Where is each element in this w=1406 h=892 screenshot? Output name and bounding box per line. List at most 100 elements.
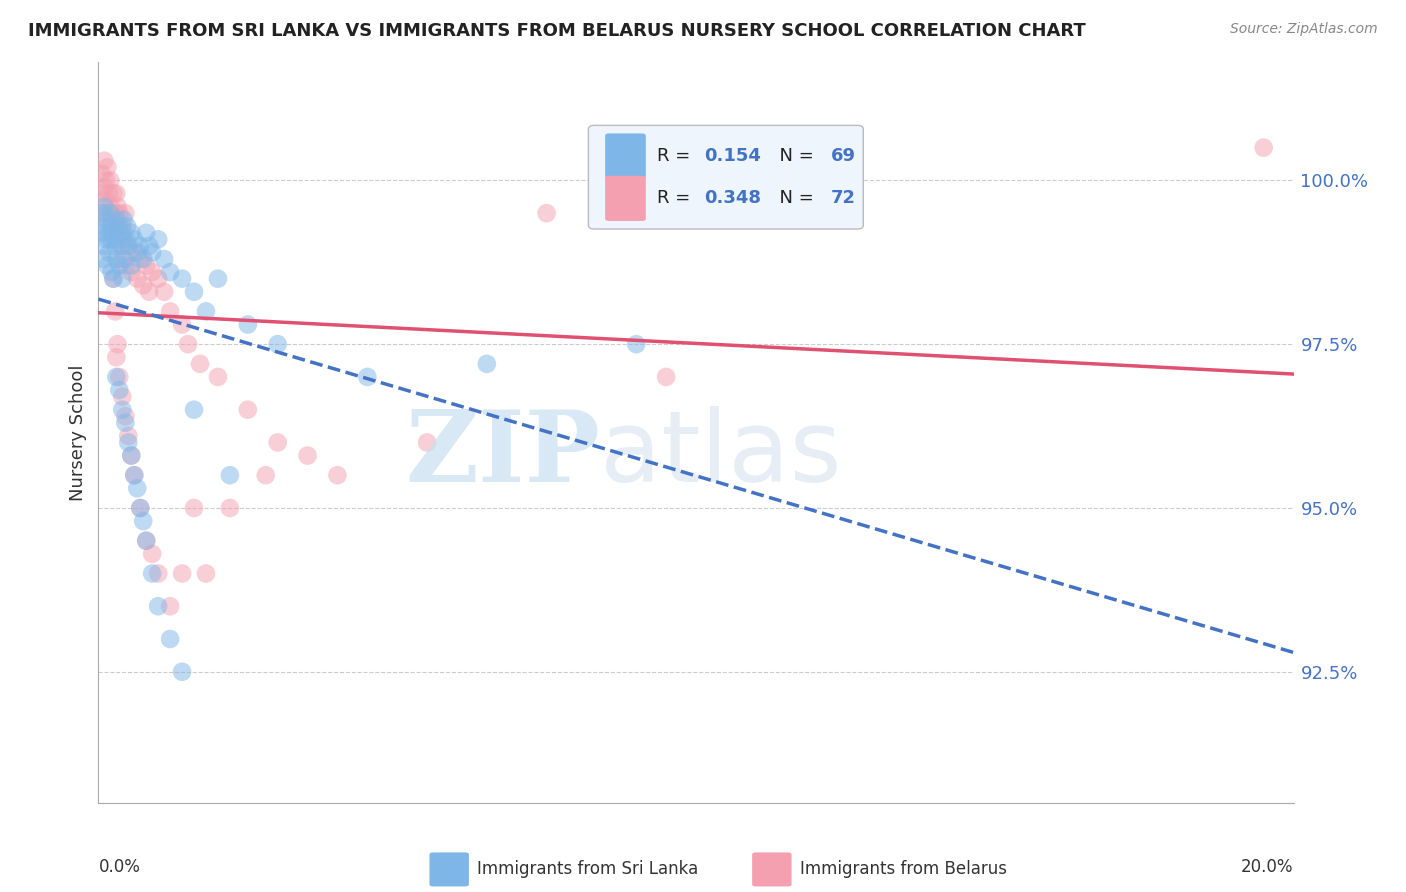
Point bbox=[97, 226, 120, 240]
Point bbox=[124, 468, 146, 483]
Point bbox=[111, 252, 134, 266]
Text: R =: R = bbox=[657, 189, 696, 207]
Point bbox=[141, 265, 163, 279]
Point bbox=[104, 239, 127, 253]
Point bbox=[107, 337, 129, 351]
Point bbox=[108, 383, 131, 397]
Point bbox=[267, 435, 290, 450]
Point bbox=[98, 232, 122, 246]
Point bbox=[96, 259, 118, 273]
Point bbox=[111, 219, 134, 234]
Point bbox=[183, 500, 205, 515]
Point bbox=[90, 226, 112, 240]
Point bbox=[172, 271, 194, 285]
Point bbox=[105, 219, 128, 234]
Point bbox=[153, 285, 176, 299]
Text: N =: N = bbox=[768, 189, 820, 207]
Point bbox=[132, 514, 155, 528]
Point bbox=[236, 318, 259, 332]
FancyBboxPatch shape bbox=[605, 134, 645, 178]
Point bbox=[105, 252, 128, 266]
Text: Source: ZipAtlas.com: Source: ZipAtlas.com bbox=[1230, 22, 1378, 37]
Text: 0.154: 0.154 bbox=[704, 147, 761, 165]
Point bbox=[120, 226, 142, 240]
Text: R =: R = bbox=[657, 147, 696, 165]
Point bbox=[416, 435, 439, 450]
Point bbox=[183, 285, 205, 299]
Point bbox=[108, 226, 131, 240]
Point bbox=[219, 468, 242, 483]
Point bbox=[148, 271, 170, 285]
Text: 0.0%: 0.0% bbox=[98, 858, 141, 876]
Point bbox=[110, 226, 132, 240]
Point bbox=[103, 226, 125, 240]
Point bbox=[96, 206, 118, 220]
Point bbox=[135, 533, 157, 548]
Text: Immigrants from Belarus: Immigrants from Belarus bbox=[800, 861, 1007, 879]
Point bbox=[135, 226, 157, 240]
Point bbox=[655, 370, 678, 384]
Point bbox=[114, 259, 136, 273]
Point bbox=[104, 206, 127, 220]
Point bbox=[159, 265, 181, 279]
Point bbox=[297, 449, 319, 463]
Point bbox=[98, 200, 122, 214]
Point bbox=[98, 173, 122, 187]
Point bbox=[112, 226, 135, 240]
Point bbox=[148, 232, 170, 246]
Point bbox=[117, 429, 139, 443]
Point bbox=[108, 219, 131, 234]
Text: 0.348: 0.348 bbox=[704, 189, 761, 207]
Point bbox=[91, 206, 114, 220]
FancyBboxPatch shape bbox=[605, 176, 645, 221]
Point bbox=[172, 318, 194, 332]
Point bbox=[188, 357, 211, 371]
Point bbox=[112, 212, 135, 227]
Text: 20.0%: 20.0% bbox=[1241, 858, 1294, 876]
Point bbox=[254, 468, 277, 483]
Point bbox=[172, 566, 194, 581]
Point bbox=[326, 468, 349, 483]
Point bbox=[91, 252, 114, 266]
Point bbox=[111, 239, 134, 253]
Point bbox=[108, 206, 131, 220]
Point bbox=[129, 500, 152, 515]
Point bbox=[93, 153, 115, 168]
Point bbox=[117, 239, 139, 253]
Point bbox=[159, 599, 181, 614]
Point bbox=[129, 500, 152, 515]
Point bbox=[120, 449, 142, 463]
Point bbox=[148, 599, 170, 614]
Point bbox=[98, 245, 121, 260]
Point bbox=[96, 212, 118, 227]
Point bbox=[98, 206, 122, 220]
Point bbox=[159, 304, 181, 318]
Point bbox=[105, 212, 128, 227]
Text: 72: 72 bbox=[831, 189, 856, 207]
Point bbox=[138, 285, 160, 299]
Point bbox=[114, 416, 136, 430]
Point bbox=[103, 226, 125, 240]
Point bbox=[96, 173, 118, 187]
Point bbox=[475, 357, 498, 371]
Point bbox=[207, 370, 229, 384]
Point bbox=[177, 337, 200, 351]
Point bbox=[120, 265, 142, 279]
FancyBboxPatch shape bbox=[752, 853, 792, 887]
Point bbox=[108, 259, 131, 273]
FancyBboxPatch shape bbox=[589, 126, 863, 229]
Point bbox=[120, 259, 142, 273]
Point bbox=[159, 632, 181, 646]
Point bbox=[148, 566, 170, 581]
Point bbox=[96, 232, 118, 246]
Point bbox=[91, 167, 114, 181]
Text: N =: N = bbox=[768, 147, 820, 165]
Point bbox=[626, 337, 648, 351]
Point bbox=[141, 245, 163, 260]
Point bbox=[207, 271, 229, 285]
Point bbox=[114, 409, 136, 424]
Point bbox=[219, 500, 242, 515]
Point bbox=[111, 402, 134, 417]
Point bbox=[117, 239, 139, 253]
Point bbox=[100, 219, 122, 234]
